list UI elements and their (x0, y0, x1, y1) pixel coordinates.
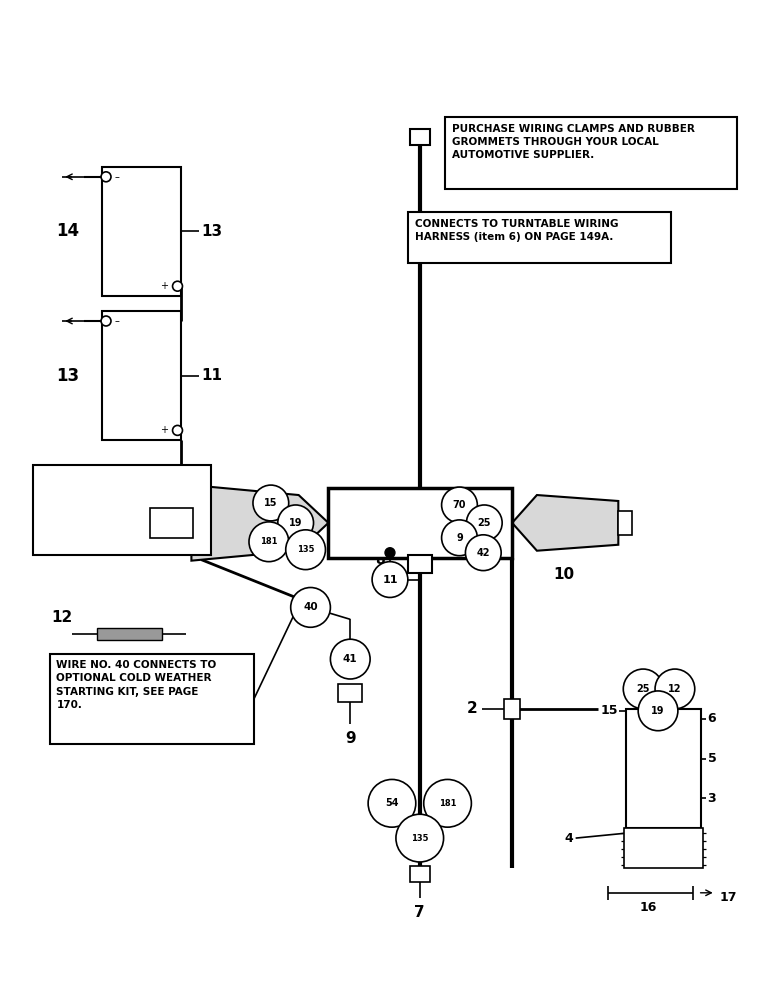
Text: +: + (160, 425, 168, 435)
Circle shape (330, 639, 370, 679)
Bar (410, 866, 430, 882)
Bar (408, 555, 432, 573)
Text: 13: 13 (201, 224, 222, 239)
Text: 25: 25 (478, 518, 491, 528)
Circle shape (424, 779, 472, 827)
Circle shape (466, 505, 502, 541)
Bar (150, 508, 194, 538)
Text: 17: 17 (720, 891, 737, 904)
Text: 5: 5 (708, 752, 716, 765)
Text: 6: 6 (708, 712, 716, 725)
Text: SOLENOID: SOLENOID (90, 502, 154, 512)
Text: 13: 13 (56, 367, 79, 385)
Circle shape (101, 172, 111, 182)
Circle shape (101, 316, 111, 326)
Text: WIRE NO. 40 CONNECTS TO
OPTIONAL COLD WEATHER
STARTING KIT, SEE PAGE
170.: WIRE NO. 40 CONNECTS TO OPTIONAL COLD WE… (56, 660, 217, 710)
Circle shape (442, 487, 477, 523)
Circle shape (286, 530, 326, 570)
Circle shape (291, 588, 330, 627)
Text: 10: 10 (554, 567, 574, 582)
Text: 3: 3 (708, 792, 716, 805)
Circle shape (442, 520, 477, 556)
Text: 12: 12 (52, 610, 73, 625)
Bar (328, 488, 512, 558)
Text: 135: 135 (411, 834, 428, 843)
Text: 25: 25 (636, 684, 650, 694)
Circle shape (372, 562, 408, 597)
Bar (410, 129, 430, 145)
Text: 54: 54 (385, 798, 398, 808)
Circle shape (368, 779, 416, 827)
Bar (445, 117, 737, 189)
Text: 14: 14 (56, 223, 79, 240)
Text: 4: 4 (565, 832, 574, 845)
Text: 42: 42 (476, 548, 490, 558)
Text: –: – (115, 316, 120, 326)
Text: (Furnished with Engine): (Furnished with Engine) (68, 524, 175, 533)
Text: 9: 9 (345, 731, 356, 746)
Text: 40: 40 (303, 602, 318, 612)
Bar (408, 212, 671, 263)
Bar (618, 511, 632, 535)
Circle shape (623, 669, 663, 709)
Polygon shape (512, 495, 618, 551)
Text: 19: 19 (652, 706, 665, 716)
Text: 2: 2 (466, 701, 477, 716)
Text: +: + (160, 281, 168, 291)
Polygon shape (191, 485, 328, 561)
Text: 12: 12 (668, 684, 682, 694)
Text: 15: 15 (601, 704, 618, 717)
Bar (102, 311, 181, 440)
Text: PURCHASE WIRING CLAMPS AND RUBBER
GROMMETS THROUGH YOUR LOCAL
AUTOMOTIVE SUPPLIE: PURCHASE WIRING CLAMPS AND RUBBER GROMME… (452, 124, 694, 160)
Text: 7: 7 (415, 905, 425, 920)
Text: 15: 15 (264, 498, 278, 508)
Circle shape (466, 535, 501, 571)
Text: 8: 8 (375, 553, 385, 567)
Text: –: – (115, 172, 120, 182)
Circle shape (385, 548, 395, 558)
Text: 1: 1 (465, 537, 475, 552)
Circle shape (396, 814, 444, 862)
Bar (626, 709, 701, 828)
Text: 19: 19 (289, 518, 303, 528)
Text: 11: 11 (382, 575, 398, 585)
Circle shape (173, 425, 182, 435)
Circle shape (655, 669, 695, 709)
Bar (504, 699, 520, 719)
Bar (50, 654, 254, 744)
Bar (338, 684, 362, 702)
Text: 41: 41 (343, 654, 357, 664)
Circle shape (249, 522, 289, 562)
Text: 181: 181 (260, 537, 278, 546)
Circle shape (278, 505, 313, 541)
Text: 16: 16 (639, 901, 657, 914)
Circle shape (638, 691, 678, 731)
Text: 9: 9 (456, 533, 463, 543)
Text: 181: 181 (438, 799, 456, 808)
Text: STARTER: STARTER (94, 482, 150, 492)
Text: CONNECTS TO TURNTABLE WIRING
HARNESS (item 6) ON PAGE 149A.: CONNECTS TO TURNTABLE WIRING HARNESS (it… (415, 219, 618, 242)
Bar (97, 628, 161, 640)
Text: 135: 135 (296, 545, 314, 554)
Bar (102, 167, 181, 296)
Text: 11: 11 (201, 368, 222, 383)
Bar (625, 828, 703, 868)
Circle shape (253, 485, 289, 521)
Bar (32, 465, 212, 555)
Text: 70: 70 (452, 500, 466, 510)
Circle shape (173, 281, 182, 291)
